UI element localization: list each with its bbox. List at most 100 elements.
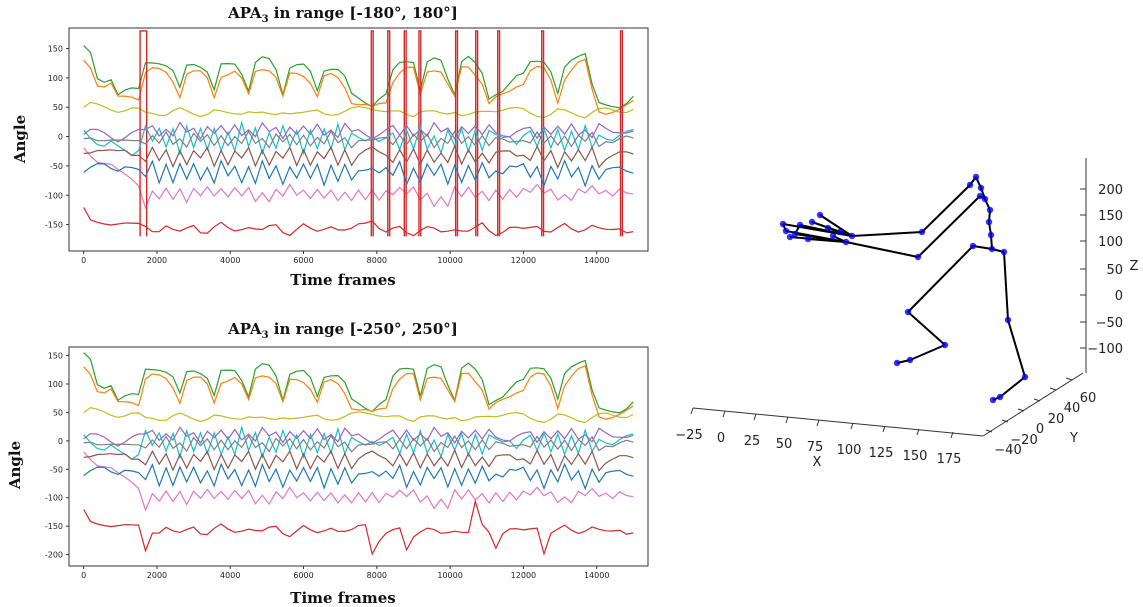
bone-line — [921, 184, 971, 233]
y-tick-label: -100 — [45, 494, 63, 503]
chart-top-ylabel: Angle — [11, 115, 29, 164]
y-tick-label-3d: −40 — [994, 443, 1021, 458]
y-tick-label: 100 — [48, 380, 63, 389]
joint-marker — [981, 195, 989, 203]
y-axis-line — [982, 372, 1084, 437]
x-tick-label: 12000 — [511, 256, 536, 265]
y-tick-mark-3d — [1017, 408, 1025, 412]
x-tick-label: 2000 — [147, 571, 167, 580]
joint-marker — [829, 232, 837, 240]
z-tick-label-3d: 150 — [1098, 209, 1123, 224]
joint-marker — [941, 341, 949, 349]
joint-marker — [989, 396, 997, 404]
y-axis-label-3d: Y — [1069, 431, 1078, 446]
series-line — [83, 159, 634, 188]
y-tick-label: 0 — [58, 437, 63, 446]
x-tick-label: 0 — [81, 256, 86, 265]
x-tick-label-3d: −25 — [675, 428, 702, 443]
series-line — [83, 498, 634, 556]
joint-marker — [906, 356, 914, 364]
chart-top-title: APA3 in range [-180°, 180°] — [227, 4, 458, 25]
joint-marker — [1004, 316, 1012, 324]
x-tick-label-3d: 75 — [807, 440, 824, 455]
wrap-jump-line — [370, 30, 374, 237]
y-tick-mark-3d — [1065, 377, 1073, 381]
joint-marker — [848, 232, 856, 240]
joint-marker — [976, 192, 984, 200]
series-group — [83, 352, 634, 556]
series-line — [83, 451, 634, 512]
joint-marker — [808, 218, 816, 226]
series-line — [83, 462, 634, 491]
joint-marker — [1021, 373, 1029, 381]
bone-line — [972, 245, 993, 250]
x-tick-label: 6000 — [293, 256, 313, 265]
x-axis-line — [692, 407, 984, 437]
joint-marker — [824, 224, 832, 232]
skeleton-3d-plot: −25 0 25 50 75 100 125 150 175−40−20020406020015… — [675, 158, 1139, 470]
x-tick-mark-3d — [722, 410, 726, 418]
wrap-jump-line — [475, 30, 479, 237]
x-tick-mark-3d — [850, 422, 854, 430]
x-tick-label: 12000 — [511, 571, 536, 580]
series-line — [83, 434, 634, 453]
bone-line — [794, 233, 847, 243]
z-tick-label-3d: 0 — [1115, 289, 1123, 304]
bone-line — [819, 214, 853, 237]
chart-bottom-ylabel: Angle — [6, 441, 24, 490]
x-tick-label: 4000 — [220, 256, 240, 265]
bone-line — [917, 195, 981, 258]
joint-marker — [1000, 248, 1008, 256]
x-tick-label: 14000 — [584, 571, 609, 580]
bone-line — [1007, 319, 1026, 378]
joint-marker — [972, 173, 980, 181]
x-tick-label-3d: 100 — [837, 443, 862, 458]
series-line — [83, 426, 634, 447]
x-tick-label: 0 — [81, 571, 86, 580]
series-line — [83, 407, 634, 424]
series-line — [83, 58, 634, 115]
y-tick-label: -50 — [50, 465, 63, 474]
chart-bottom: APA3 in range [-250°, 250°] 0 2000 4000 600… — [6, 320, 649, 607]
y-tick-label: 50 — [53, 103, 63, 112]
x-tick-label-3d: 0 — [717, 431, 725, 446]
y-tick-mark-3d — [985, 429, 993, 433]
x-tick-label-3d: 150 — [903, 449, 928, 464]
z-tick-label-3d: −100 — [1087, 342, 1123, 357]
series-line — [83, 207, 634, 237]
wrap-jump-line — [139, 30, 148, 237]
skeleton — [779, 173, 1029, 404]
joint-marker — [904, 308, 912, 316]
series-line — [83, 425, 634, 461]
series-line — [83, 130, 634, 149]
x-tick-label: 2000 — [147, 256, 167, 265]
x-tick-mark-3d — [882, 425, 886, 433]
x-tick-label: 6000 — [293, 571, 313, 580]
joint-marker — [796, 221, 804, 229]
joint-marker — [782, 227, 790, 235]
joint-marker — [977, 184, 985, 192]
wrap-jump-line — [403, 30, 407, 237]
bone-line — [799, 224, 853, 237]
x-tick-label: 10000 — [437, 571, 462, 580]
bone-line — [851, 231, 923, 237]
joint-marker — [786, 233, 794, 241]
joint-marker — [966, 181, 974, 189]
joint-marker — [986, 206, 994, 214]
series-line — [83, 45, 634, 109]
joint-marker — [779, 220, 787, 228]
y-tick-label: 50 — [53, 408, 63, 417]
joint-marker — [987, 231, 995, 239]
series-line — [83, 144, 634, 170]
joint-marker — [836, 228, 844, 236]
x-tick-label: 8000 — [367, 256, 387, 265]
joint-marker — [988, 245, 996, 253]
x-tick-label: 10000 — [437, 256, 462, 265]
x-tick-label-3d: 50 — [776, 437, 793, 452]
wrap-jump-line — [418, 30, 422, 237]
chart-top-frame — [68, 27, 649, 252]
chart-bottom-title: APA3 in range [-250°, 250°] — [227, 320, 458, 341]
series-line — [83, 448, 634, 473]
y-tick-label: -50 — [50, 162, 63, 171]
